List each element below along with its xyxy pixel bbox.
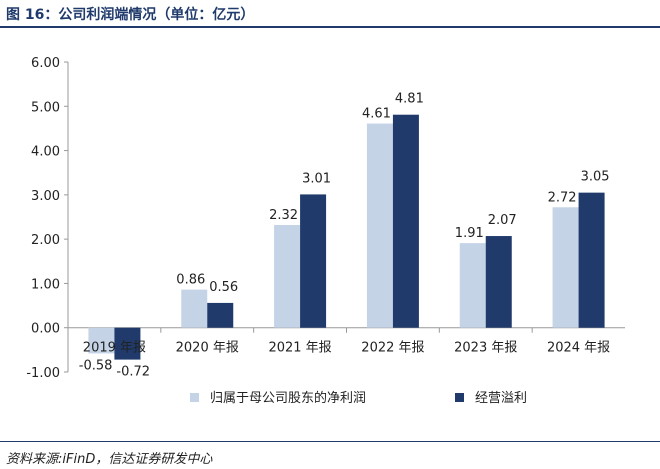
bar-operating-profit — [485, 236, 512, 328]
data-label: 0.86 — [176, 273, 205, 288]
legend-swatch — [455, 393, 464, 402]
data-label: 2.72 — [548, 190, 577, 205]
bar-net-profit — [181, 289, 208, 328]
x-tick-label: 2022 年报 — [361, 341, 424, 356]
y-tick-label: 4.00 — [31, 145, 60, 160]
bar-net-profit — [459, 243, 486, 328]
y-tick-label: 0.00 — [31, 322, 60, 337]
bar-operating-profit — [578, 192, 605, 328]
data-label: 4.81 — [395, 92, 424, 107]
x-tick-label: 2021 年报 — [268, 341, 331, 356]
data-label: 0.56 — [209, 280, 238, 295]
y-tick-label: 2.00 — [31, 233, 60, 248]
y-tick-label: 6.00 — [31, 56, 60, 71]
y-tick-label: 5.00 — [31, 100, 60, 115]
data-label: 1.91 — [455, 226, 484, 241]
title-bar: 图 16：公司利润端情况（单位：亿元） — [0, 0, 660, 28]
legend-label: 经营溢利 — [475, 391, 527, 406]
bar-operating-profit — [114, 327, 141, 360]
source-note: 资料来源:iFinD，信达证券研发中心 — [6, 452, 213, 467]
bar-net-profit — [366, 123, 393, 328]
source-bar: 资料来源:iFinD，信达证券研发中心 — [0, 441, 660, 469]
bar-net-profit — [552, 207, 579, 328]
data-label: -0.58 — [79, 358, 113, 373]
bar-operating-profit — [392, 114, 419, 328]
bar-operating-profit — [207, 302, 234, 328]
data-label: 2.07 — [488, 213, 517, 228]
page-title: 图 16：公司利润端情况（单位：亿元） — [6, 7, 255, 23]
y-tick-label: -1.00 — [26, 366, 60, 381]
data-label: 3.01 — [302, 171, 331, 186]
data-label: 2.32 — [269, 208, 298, 223]
bar-net-profit — [88, 327, 115, 354]
chart-area: 6.00 5.00 4.00 3.00 2.00 1.00 0.00 -1.00 -0.58 -0… — [0, 30, 660, 440]
x-tick-label: 2019 年报 — [83, 341, 146, 356]
data-label: 4.61 — [362, 107, 391, 122]
data-label: 3.05 — [581, 170, 610, 185]
x-tick-label: 2020 年报 — [176, 341, 239, 356]
bar-operating-profit — [300, 194, 327, 328]
x-tick-label: 2024 年报 — [547, 341, 610, 356]
bar-net-profit — [274, 224, 301, 328]
y-tick-label: 1.00 — [31, 277, 60, 292]
bar-chart: 6.00 5.00 4.00 3.00 2.00 1.00 0.00 -1.00 -0.58 -0… — [26, 56, 625, 406]
legend-swatch — [190, 393, 199, 402]
data-label: -0.72 — [116, 365, 150, 380]
legend-label: 归属于母公司股东的净利润 — [210, 390, 366, 406]
y-tick-label: 3.00 — [31, 189, 60, 204]
x-tick-label: 2023 年报 — [454, 341, 517, 356]
